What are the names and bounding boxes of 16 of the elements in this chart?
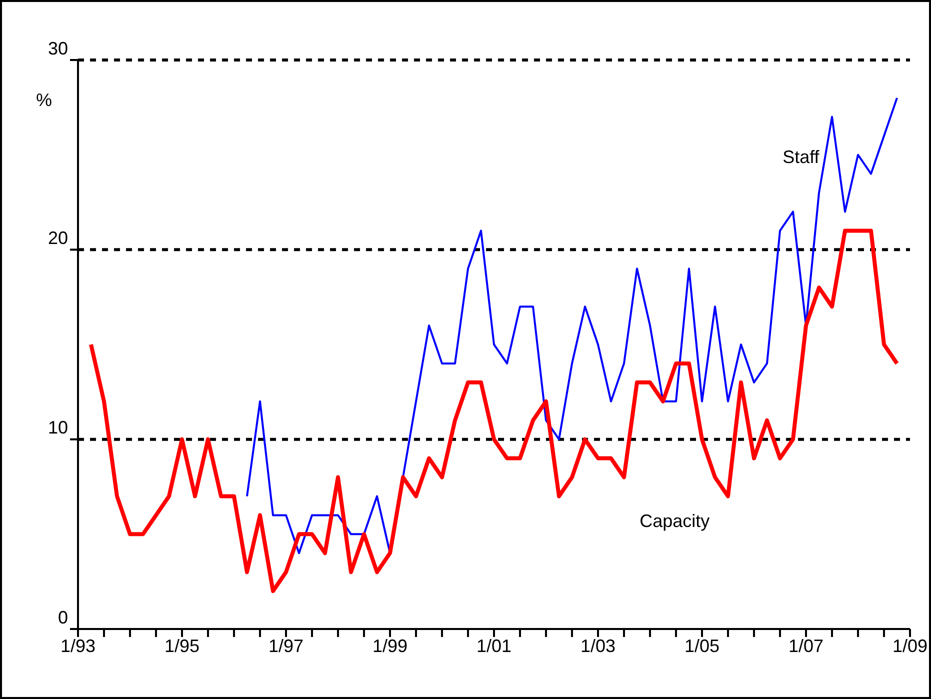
x-tick-label: 1/99 (372, 636, 408, 656)
x-tick-label: 1/07 (788, 636, 824, 656)
y-axis-title: % (36, 90, 52, 111)
x-tick-label: 1/97 (268, 636, 304, 656)
series-label: Staff (782, 147, 820, 168)
x-tick-label: 1/03 (580, 636, 616, 656)
x-tick-label: 1/93 (60, 636, 96, 656)
x-tick-label: 1/01 (476, 636, 512, 656)
x-tick-label: 1/05 (684, 636, 720, 656)
x-tick-label: 1/09 (892, 636, 928, 656)
y-tick-label: 20 (48, 228, 68, 248)
y-tick-label: 30 (48, 38, 68, 58)
y-tick-label: 0 (58, 607, 68, 628)
series-label: Capacity (640, 511, 710, 532)
x-tick-label: 1/95 (164, 636, 200, 656)
y-tick-label: 10 (48, 418, 68, 438)
